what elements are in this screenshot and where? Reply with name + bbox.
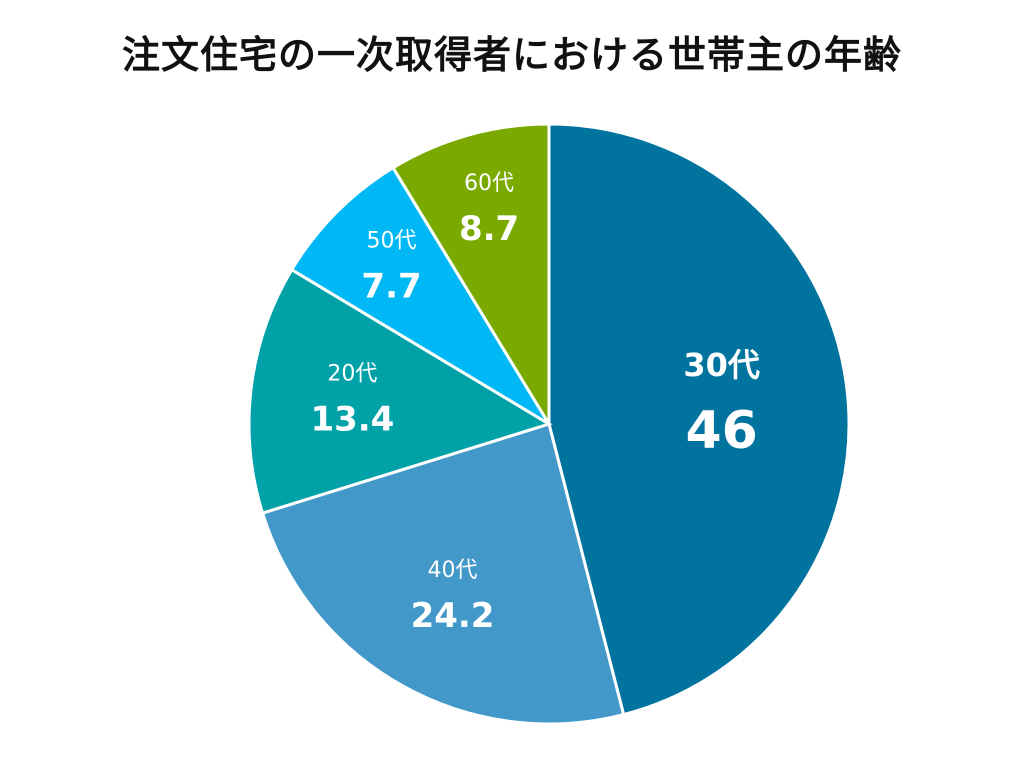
pie-slice-5: [390, 122, 551, 430]
pie-slice-3: [247, 267, 553, 515]
pie-slice-2: [260, 422, 626, 726]
pie-labels: 30代 46 40代 24.2 20代 13.4 50代 7.7 60代 8.7: [310, 171, 759, 636]
chart-title: 注文住宅の一次取得者における世帯主の年齢: [121, 33, 902, 77]
slice-value-label: 46: [685, 401, 757, 461]
pie-slice-1: [547, 122, 851, 717]
pie-slices: [247, 122, 851, 726]
slice-category-label: 30代: [683, 346, 760, 384]
slice-category-label: 40代: [428, 558, 478, 583]
slice-value-label: 24.2: [411, 596, 495, 636]
slice-value-label: 13.4: [310, 399, 394, 439]
slice-value-label: 8.7: [459, 209, 519, 249]
slice-category-label: 50代: [367, 229, 417, 254]
slice-category-label: 20代: [327, 361, 377, 386]
slice-category-label: 60代: [464, 171, 514, 196]
slice-value-label: 7.7: [361, 267, 421, 307]
pie-slice-4: [289, 165, 551, 426]
